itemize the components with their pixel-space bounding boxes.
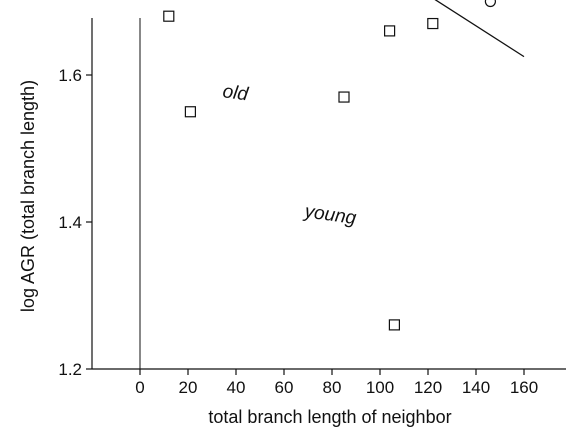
- x-tick-label: 100: [366, 378, 394, 397]
- x-tick-label: 140: [462, 378, 490, 397]
- x-tick-label: 40: [227, 378, 246, 397]
- square-point: [339, 92, 349, 102]
- square-point: [185, 107, 195, 117]
- x-tick-label: 20: [179, 378, 198, 397]
- x-tick-label: 80: [323, 378, 342, 397]
- plot-frame: [92, 18, 566, 369]
- square-point: [389, 320, 399, 330]
- fit-lines: [140, 0, 524, 57]
- y-axis-title: log AGR (total branch length): [18, 80, 38, 312]
- circle-point: [485, 0, 495, 7]
- young-fit-line: [140, 0, 524, 57]
- x-tick-label: 60: [275, 378, 294, 397]
- x-axis-title: total branch length of neighbor: [208, 407, 451, 427]
- x-ticks: 0 20 40 60 80 100 120 140 160: [135, 369, 538, 397]
- y-ticks: 1.21.41.61.822.22.4: [58, 0, 92, 379]
- y-tick-label: 1.6: [58, 66, 82, 85]
- square-point: [385, 26, 395, 36]
- y-tick-label: 1.4: [58, 213, 82, 232]
- y-tick-label: 1.2: [58, 360, 82, 379]
- x-tick-label: 120: [414, 378, 442, 397]
- young-line-label: young: [301, 201, 358, 229]
- square-point: [164, 11, 174, 21]
- square-series: [135, 0, 515, 330]
- x-tick-label: 0: [135, 378, 144, 397]
- x-tick-label: 160: [510, 378, 538, 397]
- square-point: [428, 19, 438, 29]
- old-line-label: old: [221, 81, 250, 106]
